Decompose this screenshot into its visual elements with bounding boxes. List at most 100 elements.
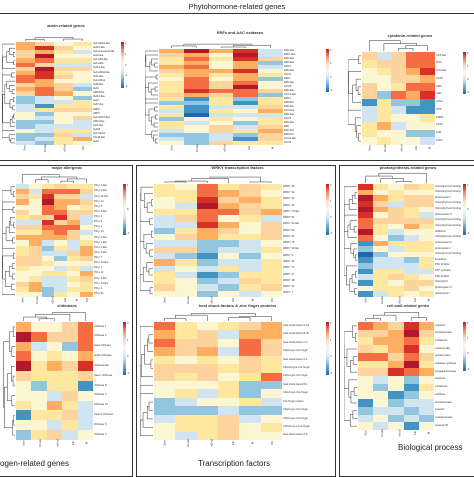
column-label: Ovule	[42, 144, 47, 152]
row-label: ERF-like	[284, 68, 294, 72]
row-label: photosystem II	[435, 212, 452, 216]
heatmap-cell	[405, 114, 421, 122]
row-label: LOG7	[436, 138, 443, 142]
heatmap-cell	[54, 124, 73, 129]
heatmap-cell	[67, 184, 81, 190]
heatmap-cell	[388, 263, 404, 269]
heatmap-cell	[73, 124, 92, 129]
heatmap-cell	[403, 263, 419, 269]
row-label: pectinesterase	[435, 331, 452, 335]
heatmap-cell	[62, 371, 78, 381]
row-label: pectate lyase	[435, 354, 451, 358]
dendrogram-branch	[13, 415, 15, 426]
dendrogram-branch	[12, 326, 15, 337]
heatmap-cell	[54, 140, 73, 145]
heatmap-cell	[154, 431, 176, 440]
heatmap-cell	[358, 246, 374, 252]
dendrogram-branch	[344, 331, 353, 358]
heatmap-cell	[233, 109, 259, 113]
row-label: WRKY 40-like	[283, 247, 300, 251]
heatmap-cell	[418, 360, 434, 369]
dendrogram-branch	[140, 207, 144, 242]
row-labels: expansin pectinesterase xyloglucan expansin…	[435, 322, 463, 430]
heatmap-cell	[73, 132, 92, 137]
heatmap-cell	[77, 361, 93, 372]
column-dendrogram	[25, 37, 83, 41]
heatmap-cell	[258, 141, 283, 145]
heatmap-cell	[16, 140, 35, 145]
column-label: eEnd	[62, 144, 67, 152]
column-dendrogram	[23, 312, 86, 321]
heatmap-cell	[376, 83, 392, 91]
heatmap-cell	[31, 371, 47, 381]
heatmap-cell	[418, 406, 434, 415]
heatmap-cell	[403, 223, 419, 230]
column-label: Fle	[412, 430, 417, 436]
row-label: ARF6	[93, 107, 100, 111]
heatmap-cell	[373, 240, 389, 247]
row-labels: chitinase 1 chitinase 2 basic chitinase aci…	[94, 322, 123, 440]
heatmap-cell	[175, 364, 197, 373]
heatmap-cell	[54, 276, 68, 282]
heatmap-cell	[418, 399, 434, 407]
heatmap-cell	[183, 57, 209, 61]
color-scale-tick: 1	[330, 338, 332, 342]
dendrogram-branch	[25, 39, 45, 41]
heatmap-cell	[233, 113, 259, 117]
color-scale-tick: -1	[330, 231, 333, 235]
heatmap-cell	[77, 380, 93, 391]
row-label: C2H2-type zinc finger	[283, 391, 308, 395]
row-label: IAA8-like	[93, 82, 104, 86]
heatmap-cell	[77, 390, 93, 401]
dendrogram-branch	[355, 333, 357, 342]
row-label: ACO4	[284, 116, 292, 120]
heatmap-cell	[218, 246, 240, 254]
heatmap-cell	[16, 235, 29, 241]
row-label: WRKY 6	[283, 253, 293, 257]
heatmap-cell	[373, 268, 389, 275]
heatmap-cell	[196, 372, 218, 381]
dendrogram-branch	[3, 341, 10, 408]
heatmap-cell	[218, 290, 240, 297]
heatmap-cell	[183, 93, 209, 97]
heatmap-cell	[73, 62, 92, 67]
heatmap-cell	[41, 276, 55, 282]
color-scale-tick: -1	[125, 74, 128, 78]
row-label: IAA4	[93, 140, 99, 144]
color-scale-tick: -1	[467, 90, 470, 94]
row-label: ERF-like	[284, 49, 294, 52]
heatmap-cell	[183, 85, 209, 89]
heatmap-cell	[41, 271, 55, 277]
panel-title: photosynthesis-related genes	[379, 165, 437, 170]
heatmap-cell	[388, 406, 404, 415]
heatmap-cell	[260, 190, 282, 197]
heatmap-cell	[405, 137, 421, 145]
heatmap-cell	[175, 372, 197, 381]
heatmap-cell	[260, 330, 282, 339]
dendrogram-branch	[348, 199, 357, 210]
row-label: ACO3	[284, 140, 292, 144]
dendrogram-branch	[155, 138, 158, 144]
column-label: M	[84, 441, 89, 445]
heatmap-cell	[391, 59, 406, 68]
dendrogram-branch	[35, 313, 71, 321]
heatmap-cell	[260, 221, 282, 228]
heatmap-cell	[80, 230, 93, 236]
heatmap-grid	[154, 322, 282, 440]
heatmap-cell	[233, 77, 259, 81]
heatmap-cell	[233, 73, 259, 77]
heatmap-cell	[358, 422, 374, 430]
heatmap-cell	[418, 240, 434, 247]
heatmap-cell	[67, 266, 81, 272]
heatmap-cell	[196, 190, 218, 197]
heatmap-cell	[358, 229, 374, 235]
heatmap-cell	[260, 227, 282, 235]
heatmap-cell	[239, 372, 261, 381]
heatmap-cell	[154, 364, 176, 373]
heatmap-cell	[196, 423, 218, 432]
row-label: photosystem II	[435, 240, 452, 244]
heatmap-cell	[16, 322, 32, 332]
heatmap-cell	[54, 54, 73, 59]
heatmap-cell	[16, 214, 29, 220]
heatmap-cell	[183, 73, 209, 77]
